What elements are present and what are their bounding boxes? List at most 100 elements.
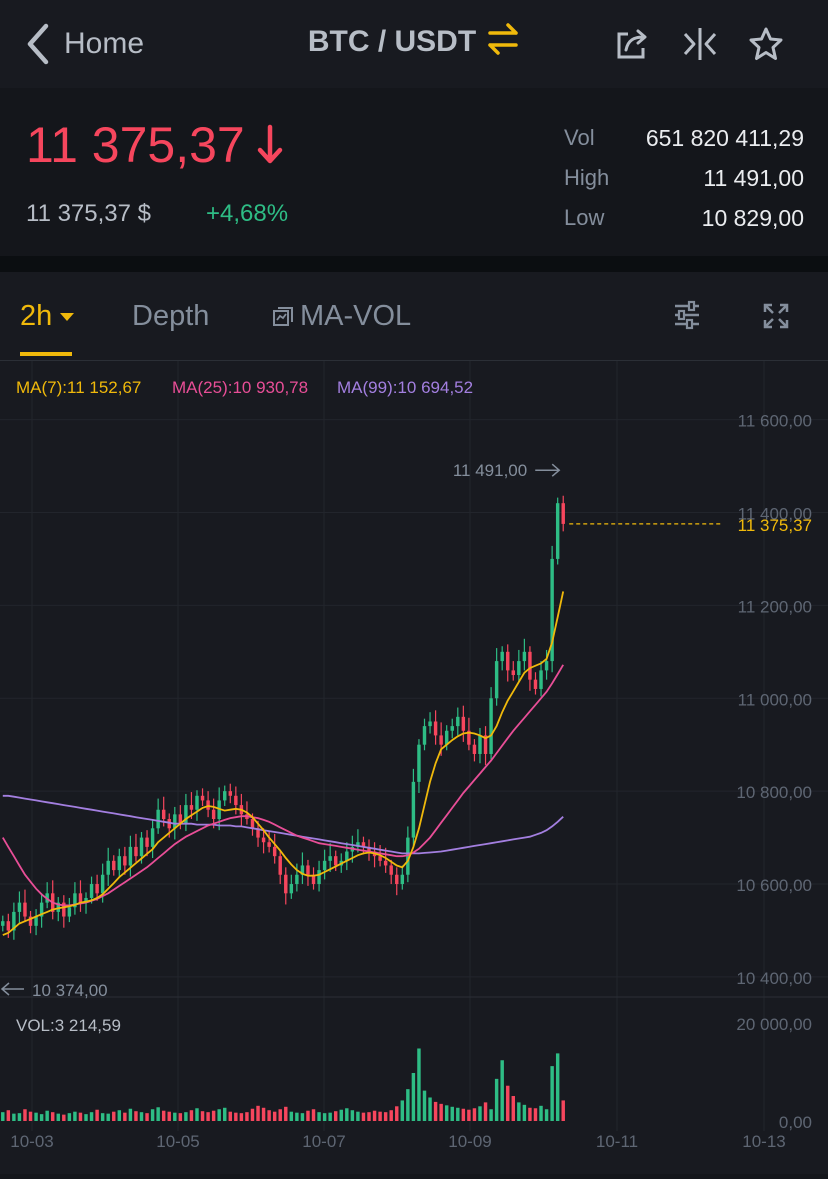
volume-bar	[128, 1108, 133, 1121]
chart-tabs: 2h Depth MA-VOL	[0, 272, 828, 361]
volume-bar	[139, 1112, 144, 1121]
y-tick-label: 11 600,00	[738, 412, 812, 431]
candle-body	[250, 819, 255, 829]
candle-body	[322, 860, 327, 871]
ma-lines	[2, 591, 565, 936]
volume-bar	[461, 1108, 466, 1121]
volume-bar	[289, 1111, 294, 1121]
ma99-line	[2, 794, 564, 855]
volume-bar	[184, 1112, 188, 1121]
volume-bar	[406, 1089, 410, 1121]
volume-bar	[250, 1108, 255, 1121]
tab-depth[interactable]: Depth	[132, 300, 209, 333]
settings-sliders-icon[interactable]	[672, 300, 702, 330]
pair-title[interactable]: BTC / USDT	[0, 22, 828, 64]
low-marker-label: 10 374,00	[32, 981, 108, 1000]
volume-bar	[278, 1109, 282, 1121]
candle-body	[500, 651, 504, 662]
volume-bar	[67, 1113, 72, 1121]
stat-vol: Vol 651 820 411,29	[564, 118, 804, 158]
back-chevron-icon	[27, 23, 49, 65]
volume-bar	[506, 1085, 510, 1121]
high-marker-arrow	[535, 463, 561, 477]
volume-bar	[95, 1109, 99, 1121]
candle-body	[317, 870, 321, 885]
volume-bar	[178, 1113, 183, 1121]
candles	[1, 495, 565, 940]
candle-body	[117, 856, 122, 871]
compare-icon[interactable]	[682, 26, 718, 62]
candle-body	[422, 726, 427, 745]
volume-bar	[478, 1106, 482, 1121]
volume-bar	[100, 1113, 105, 1121]
volume-bar	[422, 1090, 427, 1121]
candle-body	[84, 897, 88, 903]
candle-body	[378, 856, 382, 861]
volume-bar	[267, 1110, 271, 1121]
candle-body	[34, 916, 38, 926]
change-percent: +4,68%	[206, 200, 289, 227]
share-icon[interactable]	[614, 26, 650, 62]
candle-body	[550, 558, 554, 662]
volume-bar	[89, 1112, 94, 1121]
volume-bar	[17, 1113, 22, 1121]
x-axis: 10-03 10-05 10-07 10-09 10-11 10-13	[10, 1132, 785, 1151]
candle-body	[433, 721, 438, 736]
volume-bar	[12, 1113, 16, 1121]
volume-bar	[444, 1105, 449, 1121]
candle-body	[472, 744, 477, 754]
x-tick-label: 10-03	[10, 1132, 53, 1151]
pair-label: BTC / USDT	[307, 24, 477, 58]
volume-bar	[372, 1110, 377, 1121]
volume-bar	[356, 1111, 360, 1121]
volume-bar	[550, 1066, 554, 1121]
candle-body	[494, 661, 499, 699]
swap-arrows-icon[interactable]	[486, 22, 520, 64]
chart-area[interactable]: MA(7):11 152,67 MA(25):10 930,78 MA(99):…	[0, 361, 828, 1174]
candle-body	[150, 828, 155, 847]
volume-bar	[467, 1109, 471, 1121]
interval-label: 2h	[20, 300, 53, 332]
candle-body	[100, 874, 105, 894]
candle-body	[328, 856, 332, 861]
candle-body	[223, 791, 227, 801]
star-icon[interactable]	[748, 26, 784, 62]
volume-bar	[428, 1097, 432, 1121]
volume-panel: VOL:3 214,59 20 000,00 0,00	[1, 1015, 812, 1132]
current-price-label: 11 375,37	[738, 516, 812, 535]
down-arrow-icon	[257, 124, 282, 164]
high-label: High	[564, 165, 610, 190]
active-tab-underline	[20, 352, 72, 356]
candle-body	[306, 865, 310, 875]
usd-price: 11 375,37 $	[26, 200, 152, 227]
volume-bar	[73, 1111, 77, 1121]
volume-bar	[345, 1108, 349, 1121]
volume-bar	[145, 1113, 149, 1121]
volume-bar	[56, 1113, 60, 1121]
volume-bar	[328, 1112, 332, 1121]
candle-body	[67, 907, 72, 917]
volume-bar	[106, 1113, 110, 1121]
volume-bar	[256, 1105, 260, 1121]
candle-body	[400, 874, 405, 885]
volume-bar	[223, 1107, 227, 1121]
candle-body	[6, 921, 11, 931]
candle-body	[128, 846, 133, 866]
y-tick-label: 10 400,00	[736, 969, 812, 988]
tab-interval[interactable]: 2h	[20, 300, 76, 333]
volume-bar	[433, 1101, 438, 1121]
candlestick-chart[interactable]: MA(7):11 152,67 MA(25):10 930,78 MA(99):…	[0, 361, 828, 1174]
candle-body	[56, 902, 60, 912]
candle-body	[506, 651, 510, 671]
candle-body	[444, 730, 449, 745]
back-button[interactable]: Home	[24, 22, 144, 66]
tab-indicator[interactable]: MA-VOL	[272, 300, 411, 333]
volume-bar	[417, 1048, 421, 1121]
volume-bar	[528, 1107, 532, 1121]
vol-value: 651 820 411,29	[645, 124, 804, 151]
candle-body	[145, 837, 149, 847]
fullscreen-icon[interactable]	[762, 302, 790, 330]
candle-body	[200, 795, 205, 801]
low-marker-arrow	[0, 982, 24, 996]
volume-bar	[173, 1112, 177, 1121]
